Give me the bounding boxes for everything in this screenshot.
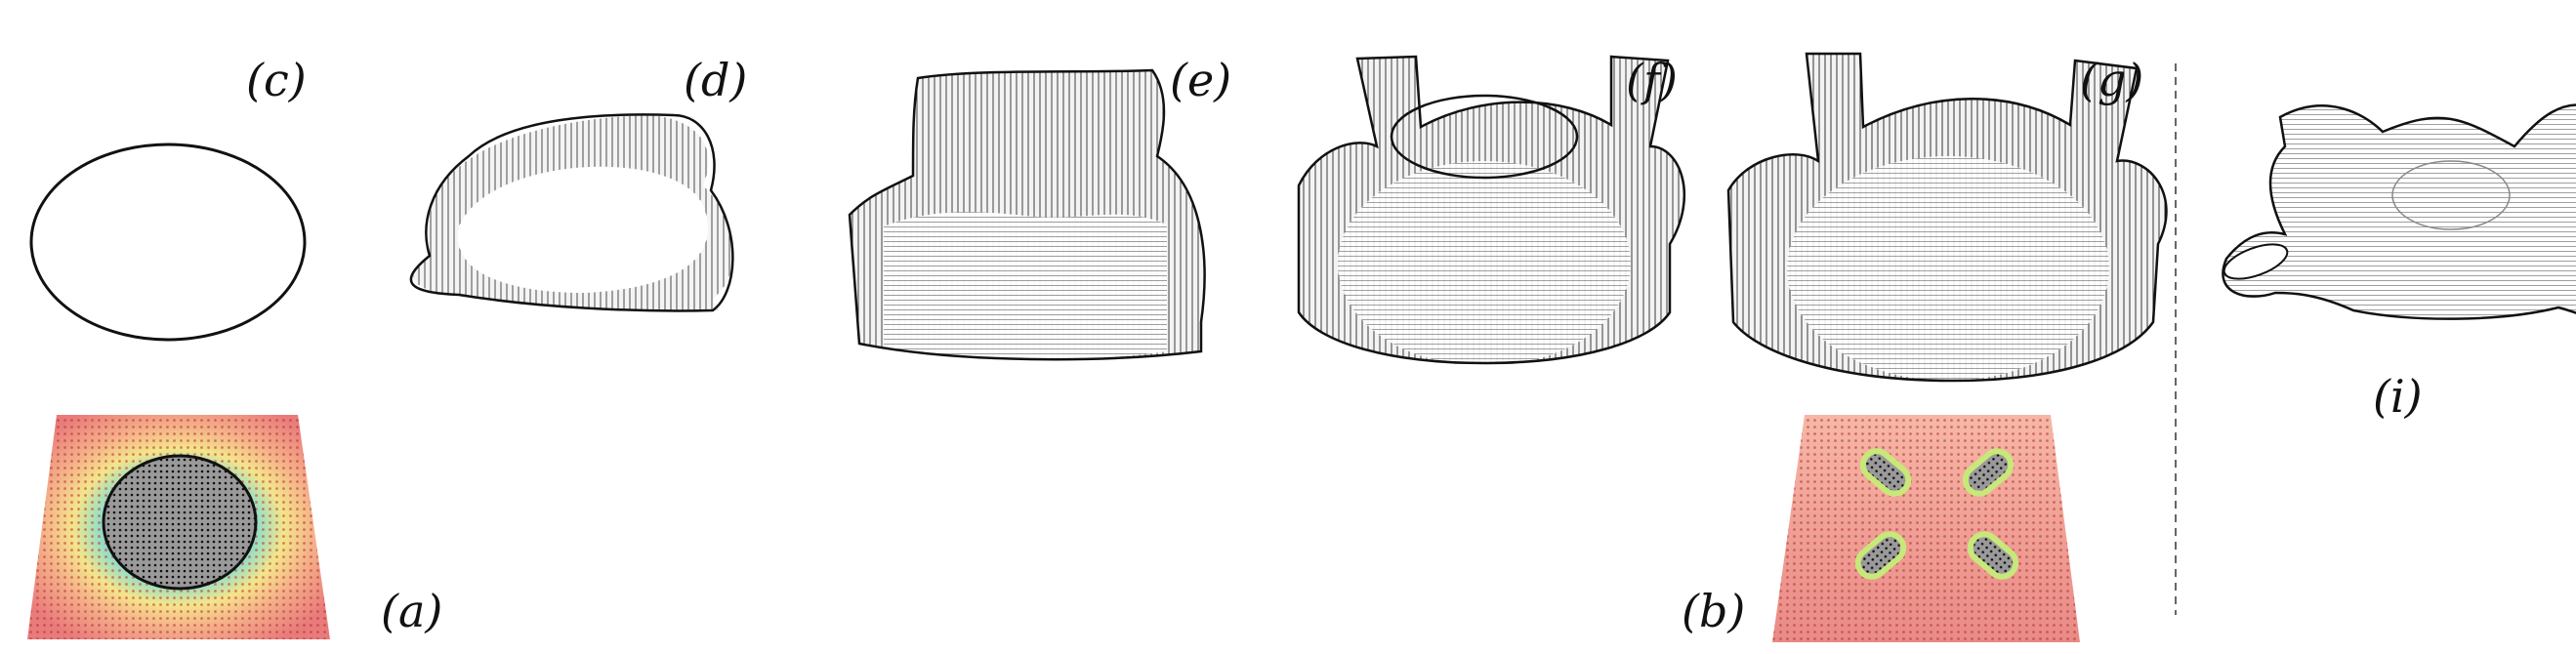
surface-d-inner [457,166,708,293]
surface-i-body [2223,104,2576,319]
panel-label-i: (i) [2373,370,2423,423]
panel-c: (c) [29,54,307,342]
panel-d: (d) [409,54,747,312]
surface-i-hole-left [2223,243,2289,280]
initial-circle [29,143,307,342]
field-holes-b [1854,448,2019,580]
surface-g-dome [1787,156,2109,381]
panel-label-d: (d) [684,54,747,106]
surface-e-floor [884,212,1167,359]
panel-label-c: (c) [246,54,307,106]
panel-label-e: (e) [1170,54,1231,106]
surface-f-dome [1338,161,1631,366]
panel-b: (b) [1682,415,2080,642]
panel-label-b: (b) [1682,585,1745,637]
surface-d-rim [409,113,734,312]
panel-g: (g) [1726,52,2168,383]
panel-e: (e) [848,54,1231,361]
surface-i-rim [2222,103,2576,320]
surface-f-rim [1297,55,1686,365]
field-disk-a [102,454,258,591]
panel-i: (i) [2222,103,2576,423]
panel-f: (f) [1297,54,1686,366]
surface-e-rim [848,68,1206,361]
surface-f-top [1390,94,1579,180]
panel-a: (a) [27,415,442,639]
panel-label-a: (a) [381,585,442,637]
panel-label-f: (f) [1626,54,1678,106]
surface-i-center [2391,160,2511,230]
surface-g-rim [1726,52,2168,383]
panel-label-g: (g) [2080,54,2143,106]
